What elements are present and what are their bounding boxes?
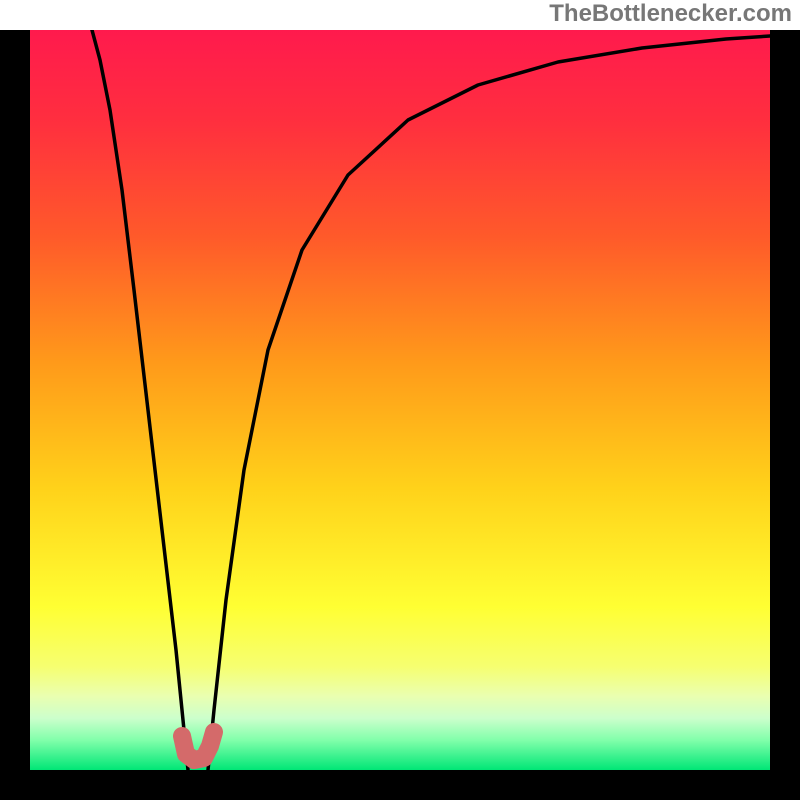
bottleneck-chart bbox=[0, 0, 800, 800]
root-container: { "watermark": { "text": "TheBottlenecke… bbox=[0, 0, 800, 800]
chart-svg bbox=[0, 0, 800, 800]
